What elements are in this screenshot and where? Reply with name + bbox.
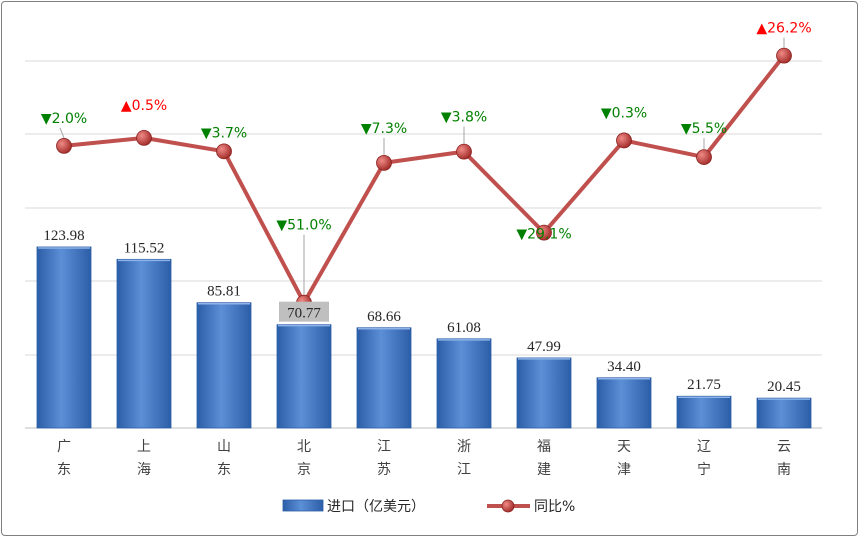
line-marker [456,143,472,160]
bar [196,302,252,429]
bar-value-label: 85.81 [207,284,241,300]
category-label: 辽 [697,439,711,455]
line-marker [616,132,632,149]
data-labels: 123.98 115.52 85.81 70.77 68.66 61.08 47.99 34.… [41,21,812,395]
pct-label: ▼29.1% [516,227,571,243]
category-label: 宁 [697,461,711,478]
legend-line-marker [501,499,515,513]
category-label: 海 [137,462,151,478]
line-marker [376,154,392,171]
legend-bar-swatch [282,499,324,512]
category-label: 南 [777,462,791,478]
category-label: 云 [777,439,791,455]
pct-label: ▲26.2% [756,21,811,37]
bar-value-labels: 123.98 115.52 85.81 70.77 68.66 61.08 47.99 34.… [43,228,801,395]
bar [436,338,492,429]
line-path [63,54,786,305]
legend: 进口（亿美元） 同比% [282,499,575,515]
bar-value-label: 34.40 [607,359,641,375]
bar-value-label: 47.99 [527,339,561,355]
category-label: 东 [217,462,231,478]
bar [516,357,572,429]
pct-label: ▼51.0% [276,218,331,234]
bar [116,258,172,429]
category-label: 山 [217,439,231,455]
pct-label: ▲0.5% [121,98,167,114]
bar-value-label: 20.45 [767,379,801,395]
bar-value-label: 21.75 [687,377,721,393]
bar [596,377,652,429]
legend-bar-label: 进口（亿美元） [327,499,425,515]
line-marker [776,47,792,64]
bar-value-label: 123.98 [43,228,84,244]
bar-value-label: 115.52 [124,240,165,256]
pct-label: ▼3.7% [201,125,247,141]
bar [756,397,812,429]
pct-leader-line [59,127,65,139]
category-label: 江 [377,439,391,455]
category-label: 津 [617,462,631,478]
category-label: 浙 [457,439,471,455]
line-marker [536,224,552,241]
bar-series [36,246,812,429]
category-label: 北 [297,439,311,455]
category-label: 苏 [377,462,391,478]
bar-value-label: 70.77 [287,306,321,322]
line-marker [216,143,232,160]
pct-label: ▼0.3% [601,105,647,121]
category-label: 京 [297,462,311,478]
bar [676,395,732,429]
bar [36,246,92,429]
bar-value-label-bg [279,301,329,322]
category-label: 天 [617,439,631,455]
pct-labels: ▼2.0% ▲0.5% ▼3.7% ▼51.0% ▼7.3% ▼3.8% ▼29.1% ▼0.… [41,21,812,295]
bar [276,324,332,429]
bar-value-label: 68.66 [367,309,401,325]
pct-label: ▼5.5% [681,121,727,137]
category-label: 上 [137,439,151,455]
bar [356,327,412,429]
line-marker [696,149,712,166]
line-marker [136,129,152,146]
category-label: 东 [57,462,71,478]
legend-line-label: 同比% [534,499,575,515]
line-marker [56,137,72,154]
category-label: 福 [537,439,551,455]
category-label: 江 [457,462,471,478]
category-label: 建 [537,462,551,478]
pct-label: ▼3.8% [441,110,487,126]
bar-value-label: 61.08 [447,320,481,336]
pct-label: ▼7.3% [361,121,407,137]
category-label: 广 [57,439,71,455]
pct-label: ▼2.0% [41,111,87,127]
